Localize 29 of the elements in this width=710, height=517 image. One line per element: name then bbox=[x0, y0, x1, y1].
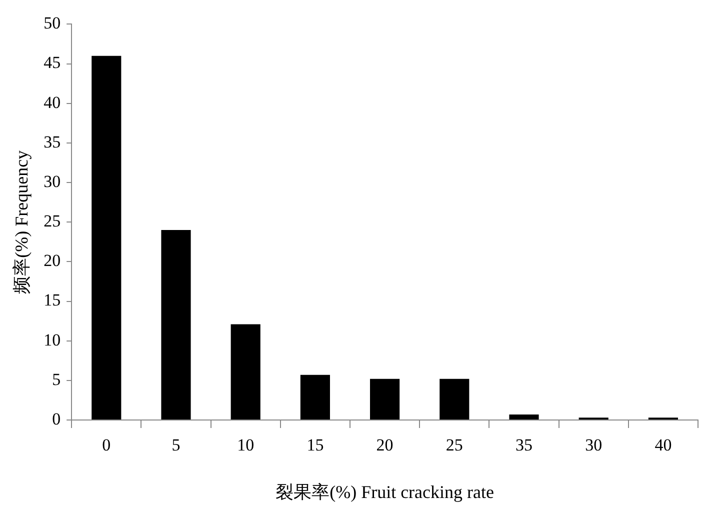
y-tick-label: 10 bbox=[44, 330, 61, 350]
x-tick-label: 40 bbox=[654, 436, 672, 455]
bar bbox=[230, 324, 260, 420]
y-tick-label: 0 bbox=[52, 409, 61, 428]
y-tick-label: 20 bbox=[44, 251, 61, 270]
y-tick-label: 50 bbox=[44, 14, 61, 33]
y-tick-label: 35 bbox=[44, 132, 61, 152]
x-tick-label: 20 bbox=[376, 436, 394, 455]
y-tick-label: 45 bbox=[44, 53, 61, 72]
y-tick-label: 30 bbox=[44, 172, 61, 191]
bar bbox=[509, 414, 539, 420]
y-tick-label: 15 bbox=[44, 290, 61, 310]
x-tick-label: 15 bbox=[306, 436, 324, 455]
bar bbox=[161, 230, 191, 420]
bar bbox=[92, 56, 122, 420]
y-axis-title: 频率(%) Frequency bbox=[12, 150, 32, 294]
y-tick-label: 40 bbox=[44, 92, 61, 112]
x-tick-label: 0 bbox=[102, 436, 111, 455]
x-tick-label: 25 bbox=[446, 436, 463, 455]
bar bbox=[440, 378, 470, 420]
bar bbox=[370, 378, 400, 420]
bar bbox=[300, 374, 330, 420]
x-tick-label: 35 bbox=[516, 436, 532, 455]
x-tick-label: 5 bbox=[172, 436, 180, 455]
x-tick-label: 10 bbox=[237, 436, 254, 455]
x-axis-title: 裂果率(%) Fruit cracking rate bbox=[276, 482, 494, 502]
y-tick-label: 25 bbox=[44, 212, 61, 231]
y-tick-label: 5 bbox=[52, 370, 61, 389]
x-tick-label: 30 bbox=[585, 436, 602, 455]
